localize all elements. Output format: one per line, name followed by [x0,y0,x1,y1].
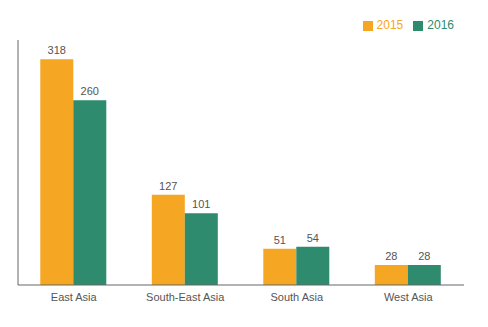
svg-text:260: 260 [81,85,99,97]
svg-text:East Asia: East Asia [51,291,98,303]
svg-text:28: 28 [418,250,430,262]
svg-text:South Asia: South Asia [270,291,323,303]
html-text:2016: 2016 [427,18,454,32]
svg-text:318: 318 [48,44,66,56]
svg-text:127: 127 [159,180,177,192]
svg-text:54: 54 [307,232,319,244]
html-text:2015: 2015 [376,18,404,32]
svg-text:28: 28 [385,250,397,262]
svg-text:101: 101 [192,198,210,210]
svg-text:51: 51 [274,234,286,246]
svg-text:West Asia: West Asia [384,291,434,303]
svg-text:South-East Asia: South-East Asia [146,291,225,303]
